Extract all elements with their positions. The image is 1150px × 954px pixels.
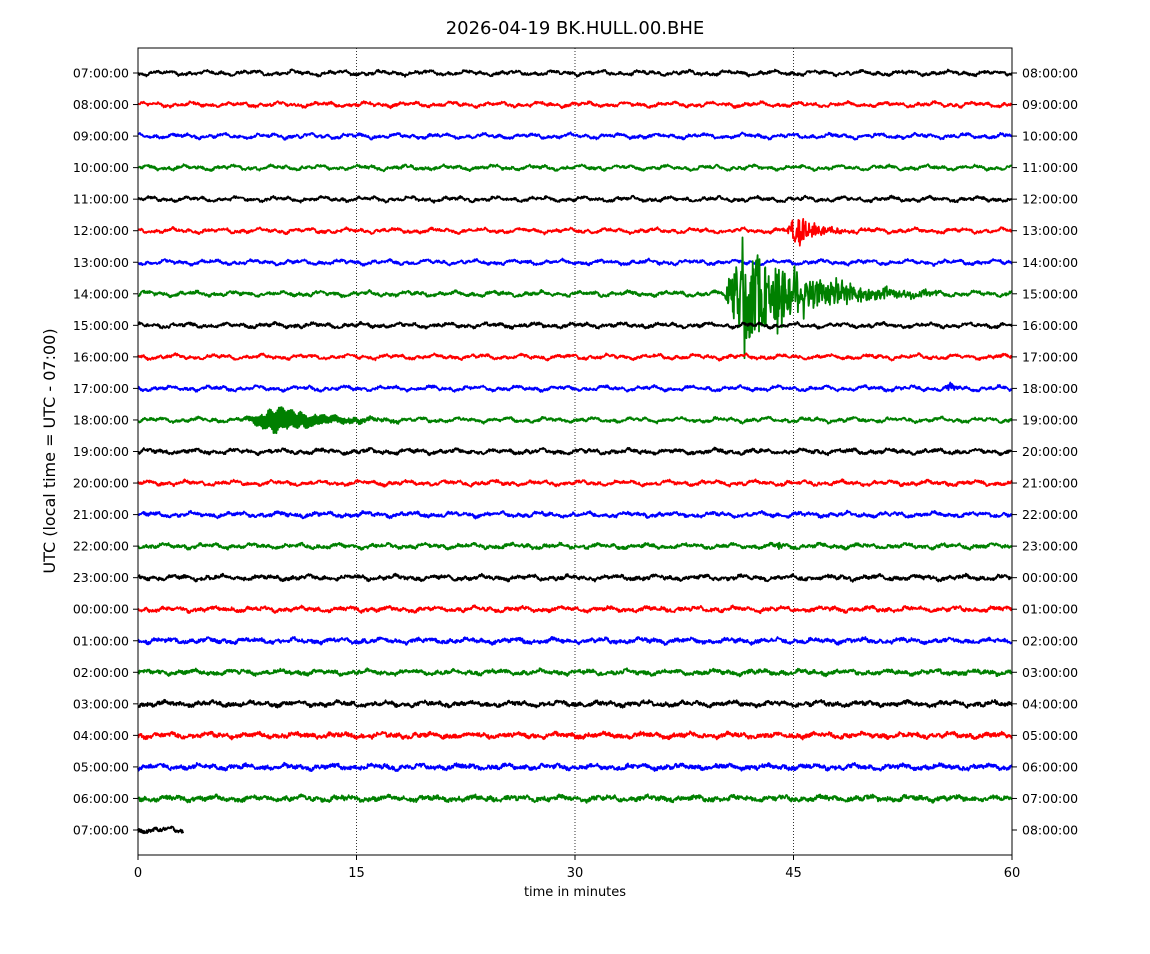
y-tick-label-right: 20:00:00	[1022, 444, 1078, 459]
y-tick-label-left: 23:00:00	[73, 570, 129, 585]
y-tick-label-right: 12:00:00	[1022, 192, 1078, 207]
y-tick-label-left: 03:00:00	[73, 696, 129, 711]
y-tick-label-left: 01:00:00	[73, 633, 129, 648]
trace-row-18	[137, 636, 1013, 646]
y-tick-label-right: 11:00:00	[1022, 160, 1078, 175]
y-tick-label-left: 00:00:00	[73, 602, 129, 617]
trace-row-3	[137, 163, 1013, 173]
y-tick-label-right: 16:00:00	[1022, 318, 1078, 333]
trace-row-15	[137, 541, 1013, 551]
y-tick-label-left: 04:00:00	[73, 728, 129, 743]
traces	[137, 68, 1013, 835]
trace-row-4	[137, 194, 1013, 204]
x-tick-label: 30	[567, 866, 584, 881]
chart-title: 2026-04-19 BK.HULL.00.BHE	[446, 18, 705, 39]
x-tick-label: 45	[785, 866, 802, 881]
right-axis: 08:00:00 09:00:00 10:00:00 11:00:00 12:00:00…	[1012, 66, 1078, 838]
trace-row-2	[137, 131, 1013, 141]
trace-row-12	[137, 446, 1013, 457]
y-tick-label-right: 21:00:00	[1022, 476, 1078, 491]
trace-row-14	[137, 509, 1013, 520]
trace-row-7	[137, 236, 1013, 360]
trace-row-5	[137, 218, 1013, 247]
y-tick-label-left: 15:00:00	[73, 318, 129, 333]
y-tick-label-right: 05:00:00	[1022, 728, 1078, 743]
trace-row-8	[137, 320, 1013, 330]
trace-row-16	[137, 572, 1013, 583]
y-tick-label-right: 18:00:00	[1022, 381, 1078, 396]
y-tick-label-left: 13:00:00	[73, 255, 129, 270]
y-tick-label-left: 18:00:00	[73, 412, 129, 427]
y-tick-label-right: 23:00:00	[1022, 539, 1078, 554]
trace-row-6	[137, 257, 1013, 267]
y-tick-label-right: 22:00:00	[1022, 507, 1078, 522]
grid-lines	[356, 48, 794, 855]
trace-row-17	[137, 604, 1013, 615]
x-axis: 0 15 30 45 60	[134, 855, 1020, 881]
trace-row-0	[137, 68, 1013, 78]
y-tick-label-right: 17:00:00	[1022, 349, 1078, 364]
y-tick-label-left: 22:00:00	[73, 539, 129, 554]
trace-row-24	[137, 825, 185, 835]
x-tick-label: 0	[134, 866, 142, 881]
y-tick-label-right: 00:00:00	[1022, 570, 1078, 585]
left-axis: 07:00:00 08:00:00 09:00:00 10:00:00 11:00:00…	[73, 66, 138, 838]
y-tick-label-right: 01:00:00	[1022, 602, 1078, 617]
y-tick-label-left: 14:00:00	[73, 286, 129, 301]
y-tick-label-right: 15:00:00	[1022, 286, 1078, 301]
y-tick-label-left: 21:00:00	[73, 507, 129, 522]
y-tick-label-right: 08:00:00	[1022, 823, 1078, 838]
x-axis-label: time in minutes	[524, 885, 626, 900]
y-tick-label-left: 12:00:00	[73, 223, 129, 238]
y-tick-label-left: 16:00:00	[73, 349, 129, 364]
trace-row-11	[137, 406, 1013, 435]
trace-row-10	[137, 381, 1013, 393]
trace-row-21	[137, 730, 1013, 741]
y-tick-label-right: 19:00:00	[1022, 412, 1078, 427]
y-tick-label-right: 08:00:00	[1022, 66, 1078, 81]
y-tick-label-left: 17:00:00	[73, 381, 129, 396]
trace-row-9	[137, 352, 1013, 362]
y-tick-label-right: 07:00:00	[1022, 791, 1078, 806]
y-tick-label-right: 03:00:00	[1022, 665, 1078, 680]
y-tick-label-left: 06:00:00	[73, 791, 129, 806]
y-tick-label-right: 06:00:00	[1022, 759, 1078, 774]
y-tick-label-left: 07:00:00	[73, 823, 129, 838]
trace-row-19	[137, 667, 1013, 678]
x-tick-label: 60	[1004, 866, 1021, 881]
y-tick-label-left: 05:00:00	[73, 759, 129, 774]
y-tick-label-left: 02:00:00	[73, 665, 129, 680]
trace-row-1	[137, 100, 1013, 110]
y-tick-label-right: 04:00:00	[1022, 696, 1078, 711]
y-tick-label-left: 10:00:00	[73, 160, 129, 175]
trace-row-23	[137, 793, 1013, 804]
y-tick-label-left: 07:00:00	[73, 66, 129, 81]
y-tick-label-left: 20:00:00	[73, 476, 129, 491]
trace-row-22	[137, 761, 1013, 772]
y-tick-label-left: 19:00:00	[73, 444, 129, 459]
y-tick-label-right: 02:00:00	[1022, 633, 1078, 648]
y-tick-label-left: 08:00:00	[73, 97, 129, 112]
trace-row-20	[137, 698, 1013, 709]
y-tick-label-left: 09:00:00	[73, 129, 129, 144]
x-tick-label: 15	[348, 866, 365, 881]
y-axis-label: UTC (local time = UTC - 07:00)	[40, 328, 59, 573]
trace-row-13	[137, 478, 1013, 488]
y-tick-label-right: 14:00:00	[1022, 255, 1078, 270]
y-tick-label-left: 11:00:00	[73, 192, 129, 207]
y-tick-label-right: 09:00:00	[1022, 97, 1078, 112]
y-tick-label-right: 13:00:00	[1022, 223, 1078, 238]
y-tick-label-right: 10:00:00	[1022, 129, 1078, 144]
